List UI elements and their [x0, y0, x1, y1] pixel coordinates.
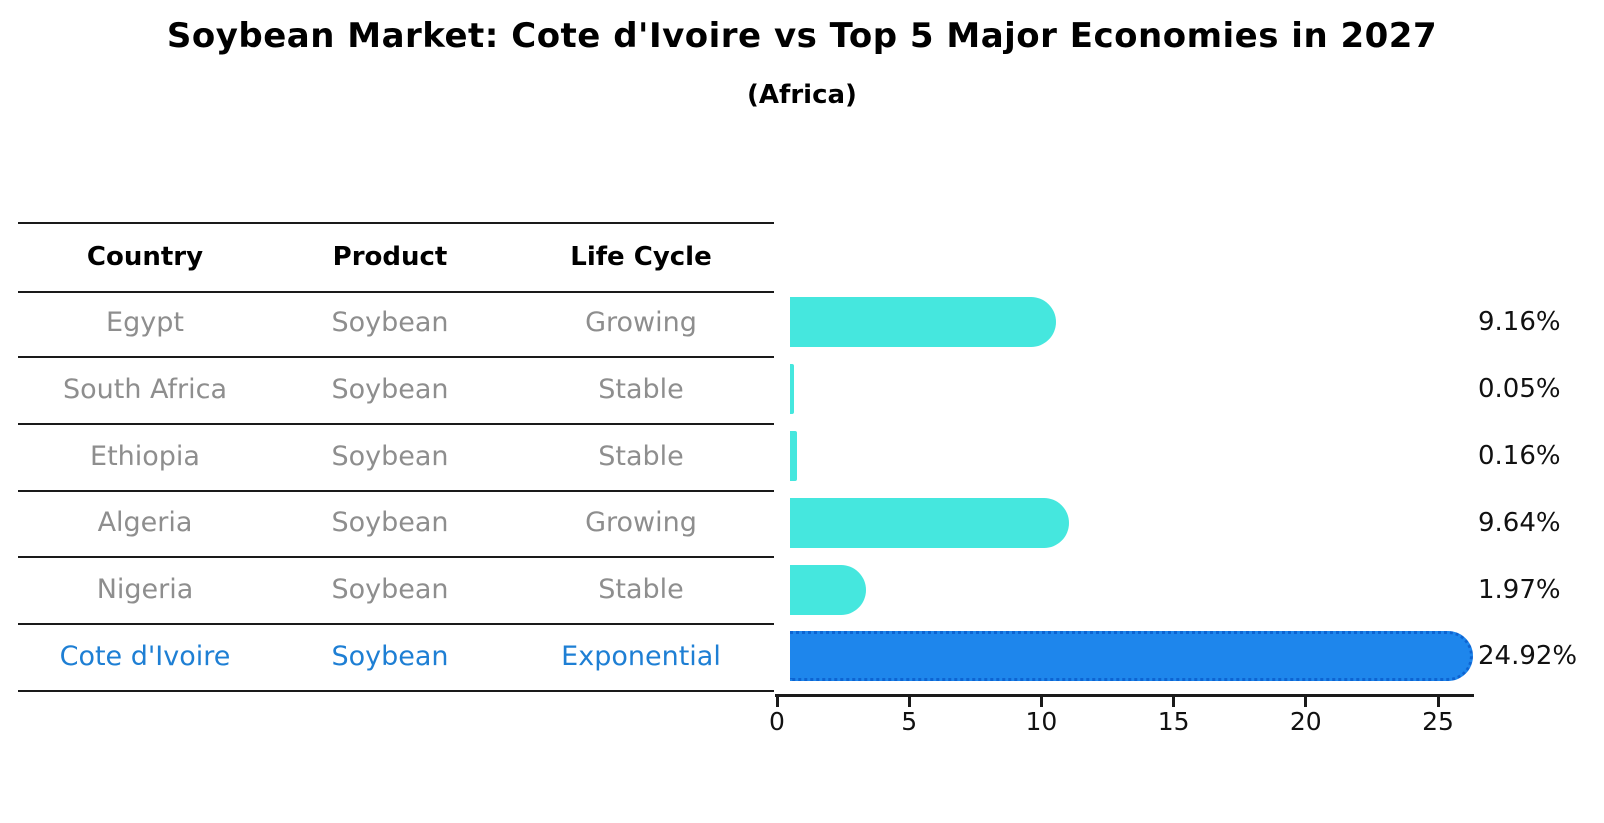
cell-product: Soybean [331, 641, 449, 672]
x-tick-20 [1304, 694, 1308, 707]
cell-life-cycle: Growing [585, 307, 697, 338]
cell-country: South Africa [62, 373, 228, 405]
table-row-ethiopia: Ethiopia Soybean Stable [18, 423, 774, 492]
table-row-nigeria: Nigeria Soybean Stable [18, 556, 774, 626]
cell-country: Ethiopia [90, 440, 200, 472]
x-tick-label-20: 20 [1289, 707, 1322, 736]
table-header-life-cycle: Life Cycle [570, 242, 712, 272]
cell-product: Soybean [331, 574, 449, 606]
x-tick-15 [1172, 694, 1176, 707]
table-header-country: Country [86, 242, 204, 272]
value-label-ethiopia: 0.16% [1478, 441, 1561, 471]
x-tick-label-0: 0 [769, 707, 785, 736]
value-label-nigeria: 1.97% [1478, 574, 1561, 605]
value-label-south-africa: 0.05% [1478, 374, 1561, 405]
x-tick-10 [1039, 694, 1043, 707]
cell-product: Soybean [331, 307, 449, 338]
table-row-cote-d-ivoire: Cote d'Ivoire Soybean Exponential [18, 623, 774, 692]
x-tick-5 [907, 694, 911, 707]
chart-subtitle: (Africa) [747, 80, 857, 110]
x-tick-25 [1436, 694, 1440, 707]
cell-country: Cote d'Ivoire [59, 641, 231, 672]
cell-life-cycle: Exponential [561, 641, 721, 672]
cell-product: Soybean [331, 507, 449, 539]
x-tick-label-5: 5 [901, 707, 918, 736]
value-label-algeria: 9.64% [1478, 507, 1561, 538]
bar-egypt [790, 297, 1057, 348]
cell-product: Soybean [331, 373, 449, 405]
cell-life-cycle: Stable [598, 574, 684, 606]
cell-country: Egypt [106, 307, 184, 338]
table-header-row: Country Product Life Cycle [18, 222, 774, 293]
cell-life-cycle: Growing [585, 507, 697, 539]
bar-cote-d-ivoire [790, 631, 1473, 682]
cell-country: Nigeria [96, 574, 194, 606]
bar-algeria [790, 497, 1069, 548]
cell-country: Algeria [97, 507, 193, 539]
cell-life-cycle: Stable [598, 373, 684, 405]
x-tick-label-25: 25 [1422, 707, 1454, 736]
value-label-egypt: 9.16% [1478, 307, 1561, 338]
table-header-product: Product [332, 242, 448, 272]
bar-ethiopia [790, 431, 798, 481]
cell-life-cycle: Stable [598, 440, 684, 472]
x-axis-line [775, 694, 1474, 697]
x-tick-label-15: 15 [1157, 707, 1190, 736]
bar-south-africa [790, 364, 795, 415]
table-row-egypt: Egypt Soybean Growing [18, 289, 774, 358]
bar-nigeria [790, 564, 867, 615]
table-row-south-africa: South Africa Soybean Stable [18, 356, 774, 425]
value-label-cote-d-ivoire: 24.92% [1478, 641, 1578, 672]
x-tick-0 [775, 694, 779, 707]
cell-product: Soybean [331, 440, 449, 472]
x-tick-label-10: 10 [1025, 707, 1058, 736]
table-row-algeria: Algeria Soybean Growing [18, 489, 774, 559]
chart-title: Soybean Market: Cote d'Ivoire vs Top 5 M… [166, 16, 1438, 56]
